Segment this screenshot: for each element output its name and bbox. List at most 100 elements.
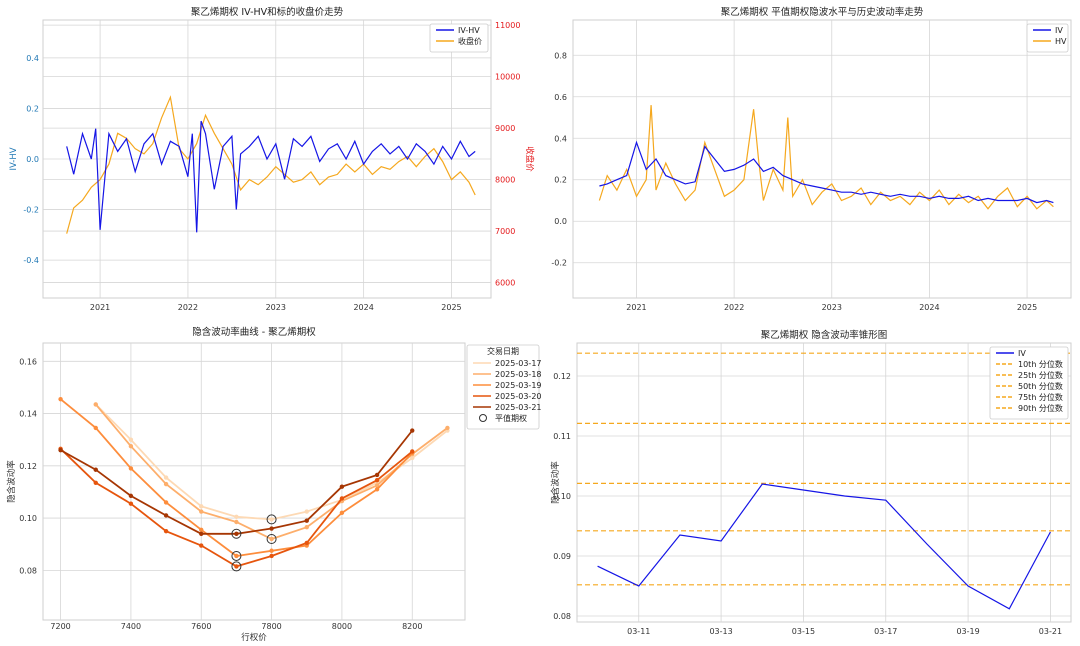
c1-y2tick: 9000 — [495, 124, 515, 133]
c4-legend-label-1: 10th 分位数 — [1018, 359, 1063, 369]
c3-legend-label-0: 2025-03-17 — [495, 359, 542, 368]
c3-atm-marker — [231, 561, 242, 572]
c3-point — [128, 444, 134, 449]
c3-frame — [42, 342, 466, 621]
c3-point — [339, 496, 345, 501]
c3-point — [199, 543, 204, 548]
c1-xtick: 2025 — [441, 303, 461, 312]
c3-point — [234, 553, 239, 559]
c2-ytick: 0.4 — [554, 134, 567, 143]
c1-ylabel: IV-HV — [9, 147, 19, 170]
c2-ytick: 0.8 — [554, 51, 567, 60]
c1-xtick: 2022 — [178, 303, 198, 312]
c3-point — [269, 553, 274, 559]
c3-point — [128, 437, 134, 442]
c3-point — [374, 472, 380, 478]
chart-iv-smile: 7200 7400 7600 7800 8000 8200 0.08 0.10 0.12 0.14… — [6, 326, 542, 643]
c3-legend-title: 交易日期 — [487, 346, 519, 356]
c3-point — [93, 480, 98, 486]
c1-y2tick: 7000 — [495, 227, 515, 236]
c3-ytick: 0.14 — [19, 410, 37, 419]
c3-xtick: 7800 — [261, 622, 281, 631]
c3-xtick: 8200 — [402, 622, 422, 631]
c3-point — [269, 526, 274, 531]
c3-point — [163, 475, 169, 480]
c3-point — [410, 428, 415, 433]
c3-title: 隐含波动率曲线 - 聚乙烯期权 — [192, 326, 316, 338]
c1-series-close — [66, 95, 476, 234]
c3-point — [304, 525, 309, 530]
c1-xtick: 2024 — [353, 303, 373, 312]
c3-point — [93, 402, 98, 407]
c3-atm-marker — [231, 550, 242, 561]
c1-ytick: 0.0 — [26, 155, 39, 164]
c3-point — [339, 484, 345, 489]
c3-point — [339, 510, 345, 516]
c3-xlabel: 行权价 — [241, 632, 267, 643]
c2-xtick: 2024 — [919, 303, 939, 312]
c3-xtick: 7600 — [191, 622, 211, 631]
c1-y2tick: 6000 — [495, 279, 515, 288]
c4-legend-label-2: 25th 分位数 — [1018, 370, 1063, 380]
c3-point — [93, 467, 98, 472]
c3-point — [234, 564, 239, 569]
c4-frame — [576, 342, 1072, 623]
c4-xtick: 03-13 — [709, 627, 732, 636]
c1-ytick: -0.2 — [23, 206, 39, 215]
c2-xtick: 2022 — [724, 303, 744, 312]
c1-ytick: -0.4 — [23, 256, 39, 265]
c3-point — [93, 425, 98, 431]
c4-ytick: 0.10 — [553, 492, 571, 501]
chart-iv-cone: 03-11 03-13 03-15 03-17 03-19 03-21 0.08 0.09 0.… — [550, 329, 1072, 636]
chart-iv-hv: 2021 2022 2023 2024 2025 -0.2 0.0 0.2 0.4 0.6 0.8 聚… — [551, 6, 1072, 312]
c3-point — [410, 449, 415, 454]
c3-point — [163, 500, 169, 505]
c3-point — [199, 531, 204, 536]
c3-ylabel: 隐含波动率 — [6, 460, 17, 503]
c4-ytick: 0.08 — [553, 612, 571, 621]
c3-point — [128, 466, 134, 471]
c2-series-iv — [599, 140, 1054, 204]
c3-ytick: 0.16 — [19, 357, 37, 366]
c3-point — [199, 509, 204, 514]
c3-point — [269, 548, 274, 553]
c3-point — [128, 501, 134, 506]
c3-legend-label-4: 2025-03-21 — [495, 403, 542, 412]
c4-ytick: 0.11 — [553, 432, 571, 441]
c3-atm-marker — [266, 514, 277, 525]
c3-point — [304, 518, 309, 523]
c1-ytick: 0.4 — [26, 54, 39, 63]
c1-y2tick: 8000 — [495, 176, 515, 185]
c3-xtick: 8000 — [332, 622, 352, 631]
c1-y2label: 收盘价 — [524, 146, 535, 172]
c2-xtick: 2023 — [822, 303, 842, 312]
c3-point — [128, 493, 134, 499]
c3-legend-box — [466, 344, 540, 430]
c2-legend-box — [1026, 23, 1069, 53]
c3-point — [374, 487, 380, 492]
c4-legend-label-5: 90th 分位数 — [1018, 403, 1063, 413]
c3-legend-label-2: 2025-03-19 — [495, 381, 542, 390]
c2-legend-label-1: HV — [1055, 37, 1067, 46]
c3-point — [58, 447, 63, 453]
c3-point — [199, 504, 204, 509]
c3-point — [58, 396, 63, 402]
c3-atm-marker — [231, 528, 242, 539]
c4-xtick: 03-11 — [627, 627, 650, 636]
c2-xtick: 2025 — [1017, 303, 1037, 312]
c3-ytick: 0.12 — [19, 462, 37, 471]
c1-y2tick: 10000 — [495, 73, 520, 82]
c3-ytick: 0.10 — [19, 514, 37, 523]
c3-point — [163, 481, 169, 487]
c2-series-hv — [598, 105, 1054, 210]
c3-legend-marker-5 — [479, 414, 487, 422]
c3-legend-label-1: 2025-03-18 — [495, 370, 542, 379]
c3-point — [234, 514, 239, 519]
c2-xtick: 2021 — [626, 303, 646, 312]
c4-ytick: 0.12 — [553, 372, 571, 381]
c3-point — [374, 477, 380, 483]
c4-xtick: 03-21 — [1039, 627, 1062, 636]
c3-point — [163, 513, 169, 518]
c1-y2tick: 11000 — [495, 21, 520, 30]
